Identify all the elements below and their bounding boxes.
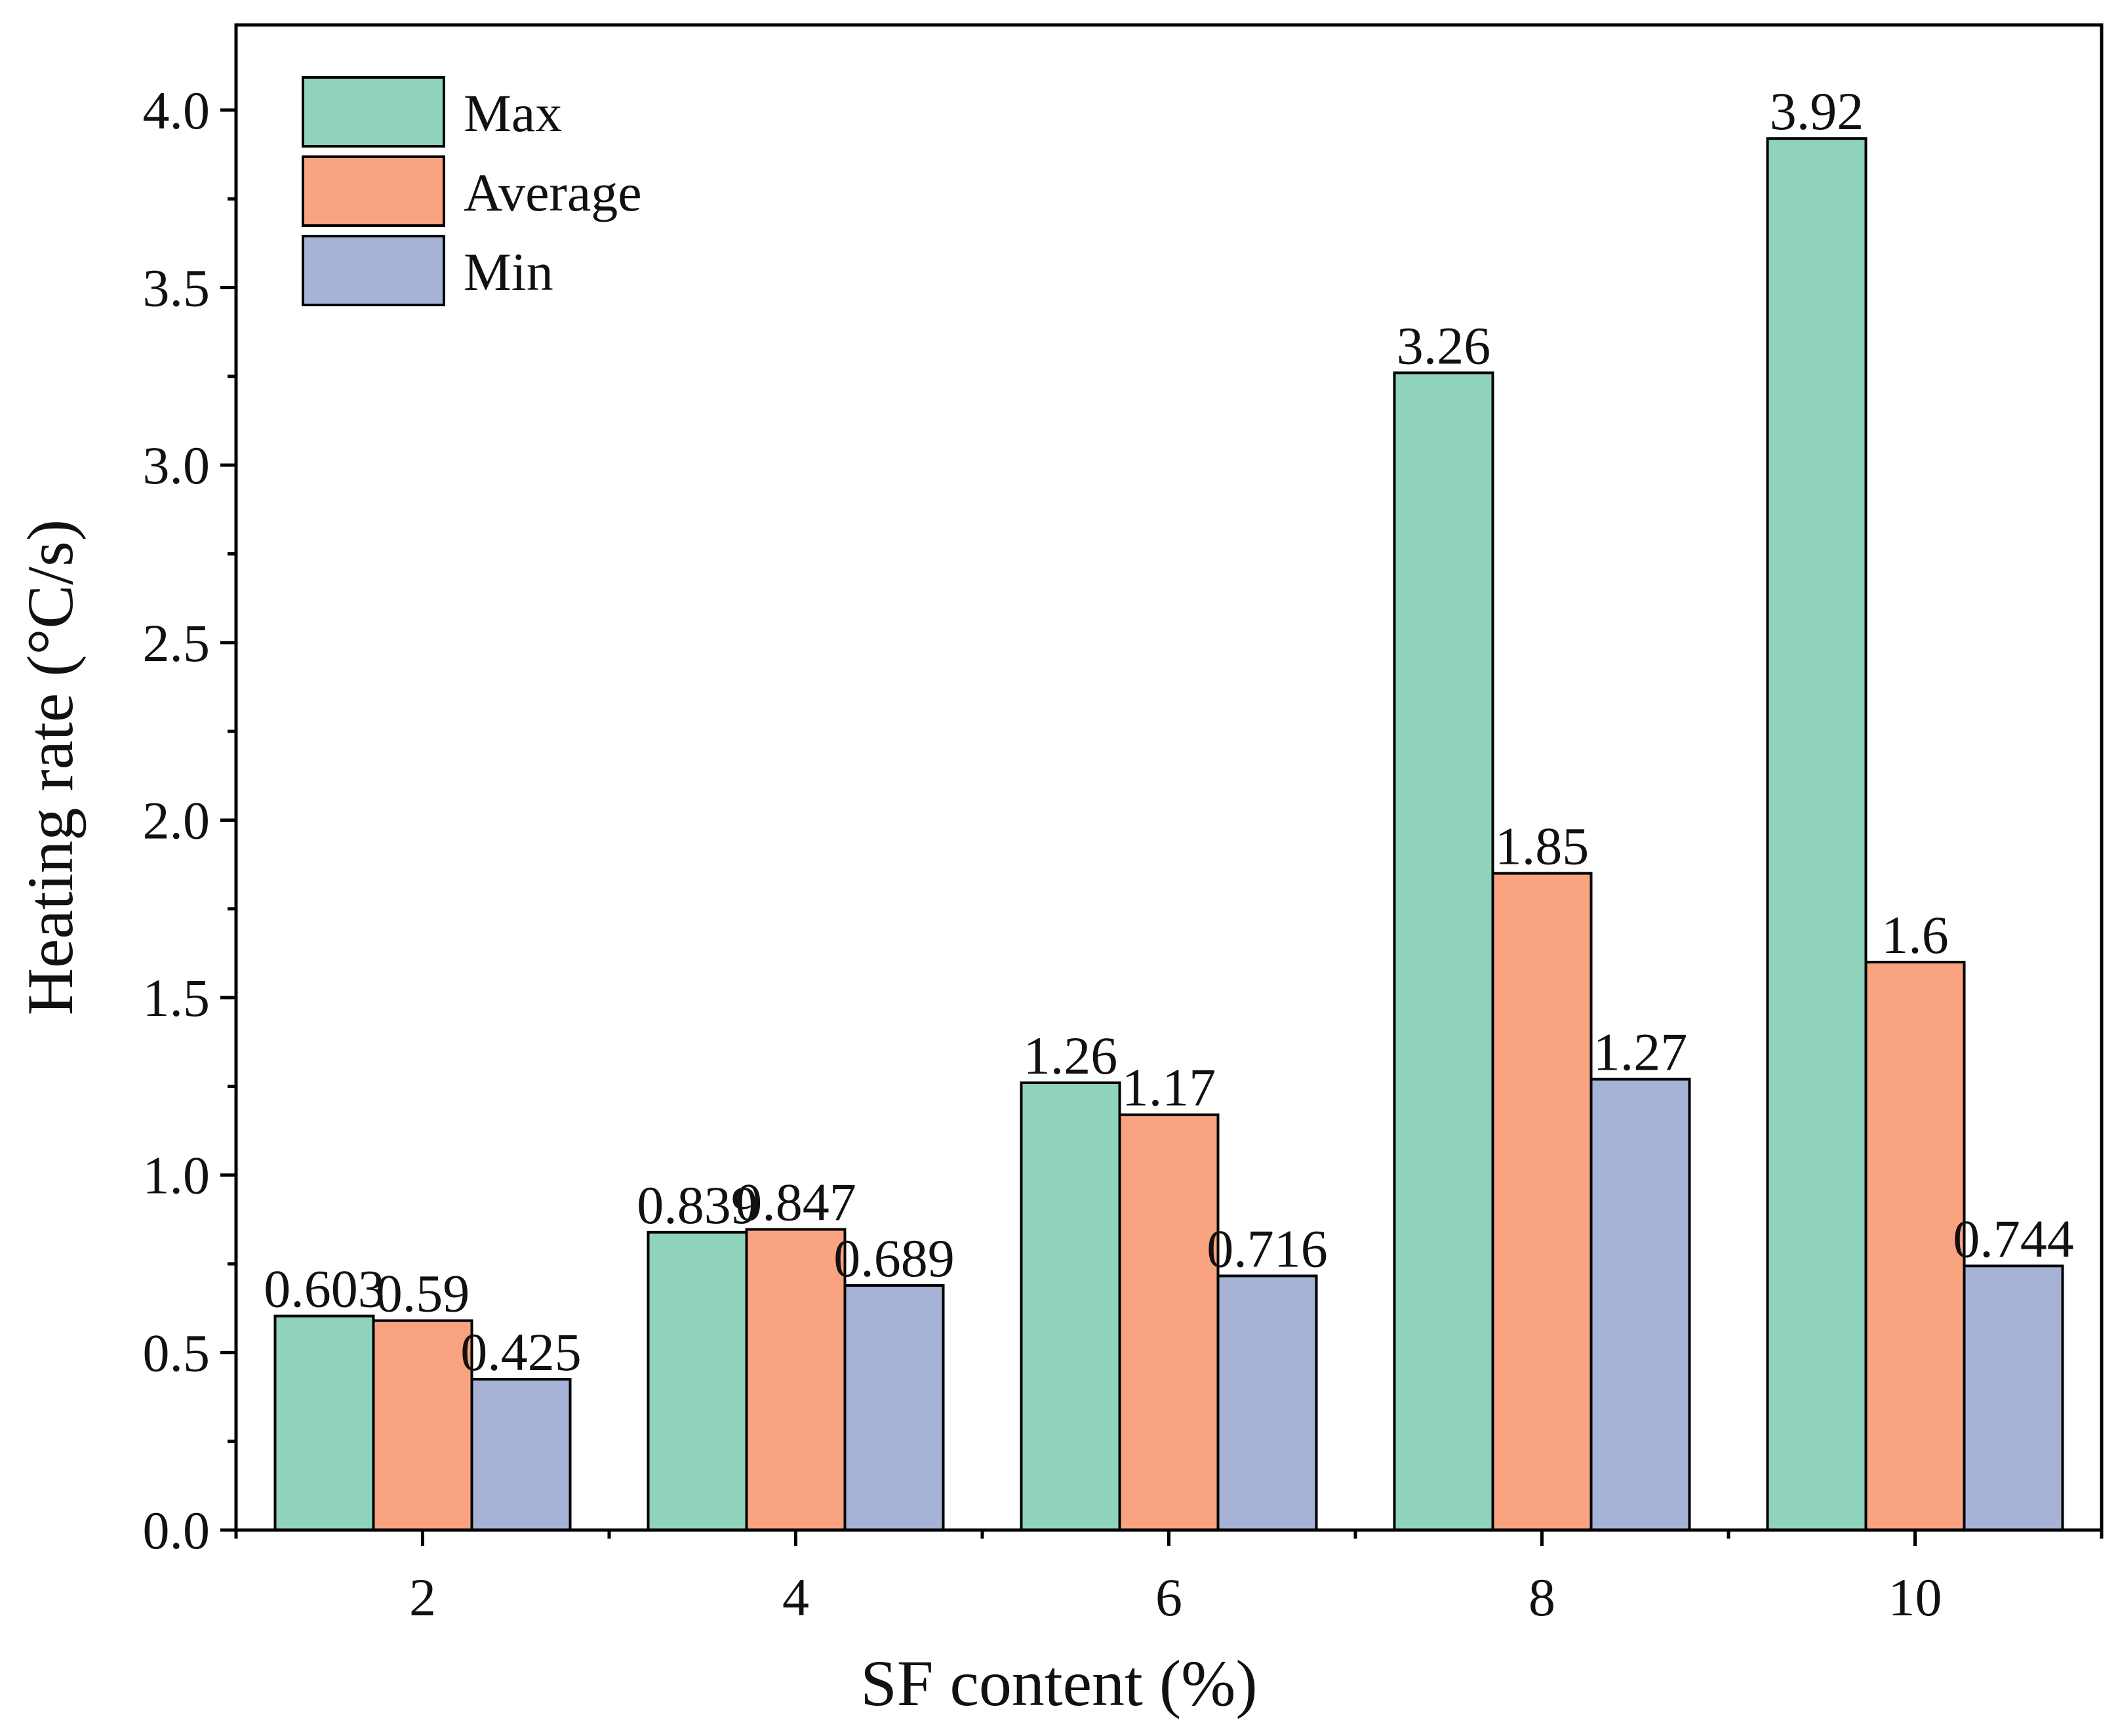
y-tick-label: 0.5 [143,1323,210,1383]
x-tick-label: 4 [782,1567,809,1627]
value-label-average-4: 0.847 [735,1173,856,1232]
value-label-max-2: 0.603 [264,1259,385,1319]
bar-max-6 [1020,1081,1121,1531]
y-tick-label: 3.0 [143,435,210,495]
legend-swatch-average [302,155,445,227]
bar-average-8 [1491,872,1593,1532]
bar-min-4 [843,1284,945,1531]
bar-min-2 [470,1377,572,1532]
value-label-average-8: 1.85 [1495,817,1589,876]
x-tick-label: 10 [1888,1567,1942,1627]
value-label-min-2: 0.425 [460,1322,582,1382]
y-tick-label: 2.5 [143,613,210,673]
x-tick-label: 6 [1155,1567,1182,1627]
value-label-min-8: 1.27 [1593,1022,1688,1082]
legend: Max Average Min [302,76,642,306]
legend-swatch-min [302,235,445,306]
legend-label-average: Average [464,163,642,222]
y-tick-label: 1.0 [143,1146,210,1205]
y-axis-title: Heating rate (°C/s) [14,519,87,1015]
value-label-max-10: 3.92 [1770,81,1864,141]
bar-average-6 [1118,1113,1220,1532]
y-tick-label: 0.0 [143,1501,210,1560]
bar-average-4 [745,1228,847,1531]
y-tick-label: 3.5 [143,258,210,318]
legend-label-min: Min [464,242,553,302]
bar-min-8 [1589,1078,1691,1531]
legend-label-max: Max [464,83,562,143]
bar-min-10 [1963,1264,2064,1532]
bar-max-10 [1766,137,1868,1532]
value-label-average-10: 1.6 [1881,905,1949,965]
bar-average-10 [1864,960,1966,1531]
x-tick-label: 8 [1529,1567,1555,1627]
value-label-max-4: 0.839 [637,1175,758,1235]
bar-average-2 [372,1319,473,1531]
value-label-min-4: 0.689 [833,1228,955,1288]
bar-max-4 [647,1230,748,1531]
y-tick-label: 4.0 [143,81,210,140]
legend-swatch-max [302,76,445,148]
x-axis-title: SF content (%) [860,1647,1257,1720]
bars-layer [273,137,2064,1532]
value-label-average-2: 0.59 [376,1264,470,1323]
value-label-average-6: 1.17 [1122,1058,1216,1118]
value-label-max-8: 3.26 [1397,315,1491,375]
value-label-min-10: 0.744 [1953,1209,2074,1268]
value-label-min-6: 0.716 [1207,1219,1328,1278]
x-axis-ticks: 2 4 6 8 10 [234,1530,2104,1627]
y-axis-ticks: 0.0 0.5 1.0 1.5 2.0 2.5 3.0 3.5 4.0 [143,81,236,1560]
bar-max-2 [273,1314,375,1532]
y-tick-label: 2.0 [143,790,210,850]
bar-min-6 [1216,1274,1318,1531]
bar-max-8 [1393,371,1494,1531]
x-tick-label: 2 [409,1567,436,1627]
value-label-max-6: 1.26 [1024,1026,1118,1085]
y-tick-label: 1.5 [143,968,210,1028]
